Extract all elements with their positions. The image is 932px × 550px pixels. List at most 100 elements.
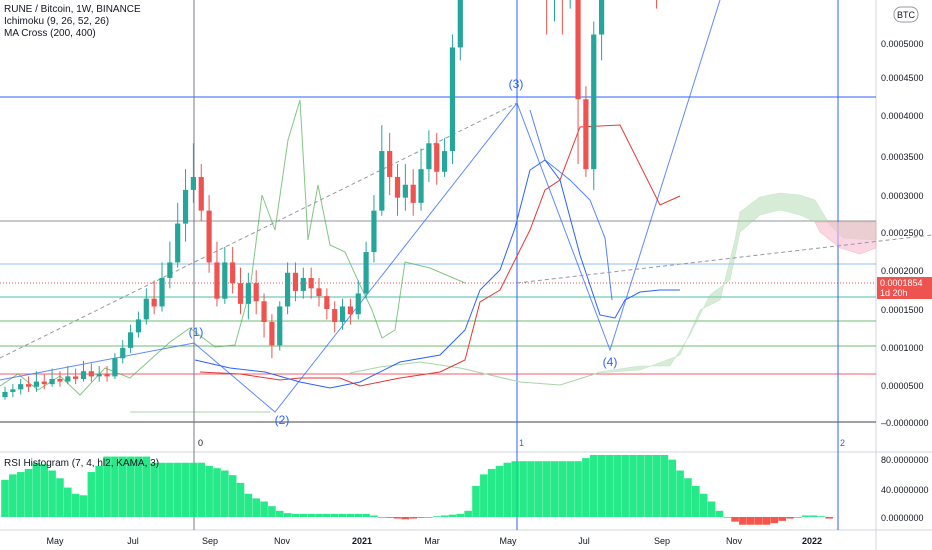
rsi-bar (425, 517, 433, 518)
candle-body (387, 151, 393, 177)
rsi-bar (291, 513, 300, 517)
rsi-bar (118, 456, 127, 517)
rsi-bar (385, 517, 394, 518)
price-tick-label: 0.0005000 (881, 39, 924, 49)
rsi-bar (542, 461, 551, 517)
rsi-bar (166, 462, 174, 517)
rsi-bar (715, 510, 724, 517)
rsi-bar (786, 517, 794, 519)
wave-label: (1) (189, 325, 204, 339)
rsi-bar (126, 456, 135, 517)
candle-body (96, 373, 102, 377)
ichimoku-conversion-line (529, 109, 613, 301)
candle-body (347, 306, 353, 315)
rsi-bar (440, 515, 449, 517)
ichimoku-label[interactable]: Ichimoku (9, 26, 52, 26) (4, 16, 110, 27)
rsi-bar (103, 456, 111, 517)
time-tick-label: 2022 (802, 536, 822, 546)
candle-body (128, 332, 134, 348)
rsi-bar (519, 461, 527, 517)
price-tick-label: 0.0000500 (881, 381, 924, 391)
rsi-bar (71, 493, 80, 517)
candle-body (426, 143, 432, 170)
candle-body (292, 272, 299, 291)
candlestick-series (2, 0, 658, 400)
ichimoku-span (349, 361, 599, 386)
candle-body (237, 283, 244, 304)
last-price-tag: 0.0001854 1d 20h (877, 277, 932, 299)
candle-body (88, 371, 94, 377)
candle-body (2, 391, 8, 398)
rsi-bar (723, 517, 731, 518)
rsi-bar (574, 461, 582, 517)
ma-cross-label[interactable]: MA Cross (200, 400) (4, 28, 96, 39)
rsi-bar (558, 461, 567, 517)
price-tick-label: 0.0004000 (881, 111, 924, 121)
time-tick-label: 2021 (352, 536, 372, 546)
rsi-bar (244, 493, 253, 517)
price-tick-label: 0.0003500 (881, 152, 924, 162)
rsi-bar (315, 513, 323, 517)
rsi-bar (731, 517, 739, 522)
rsi-tick-label: 0.0000000 (881, 513, 924, 523)
rsi-bar (56, 478, 64, 517)
ichimoku-cloud-bearish (814, 221, 877, 255)
candle-body (10, 389, 16, 392)
rsi-bar (370, 515, 378, 517)
candle-body (591, 34, 597, 170)
rsi-bar (307, 513, 315, 517)
rsi-bar (87, 472, 96, 517)
rsi-bar (495, 465, 504, 517)
rsi-bar (692, 486, 700, 517)
candle-body (25, 384, 32, 387)
rsi-bar (535, 461, 543, 517)
rsi-bar (503, 462, 512, 517)
rsi-tick-label: 40.0000000 (881, 485, 929, 495)
candle-body (449, 47, 456, 152)
rsi-bar (64, 487, 72, 517)
candle-body (41, 381, 47, 385)
time-tick-label: May (46, 536, 64, 546)
rsi-histogram (1, 455, 834, 525)
price-tick-label: 0.0001000 (881, 343, 924, 353)
rsi-bar (605, 455, 614, 517)
candle-body (261, 301, 267, 322)
cycle-label: 0 (198, 438, 203, 448)
candle-body (332, 309, 338, 322)
rsi-bar (778, 517, 786, 521)
rsi-bar (134, 456, 143, 517)
rsi-bar (794, 517, 802, 518)
time-tick-label: May (499, 536, 517, 546)
ichimoku-conversion-line (194, 159, 680, 389)
candle-body (222, 262, 228, 299)
rsi-bar (699, 493, 708, 517)
price-tick-label: 0.0001500 (881, 305, 924, 315)
rsi-bar (40, 464, 49, 517)
candle-body (143, 298, 149, 320)
rsi-tick-label: 80.0000000 (881, 455, 929, 465)
wave-label: (2) (275, 413, 290, 427)
chart-legend: RUNE / Bitcoin, 1W, BINANCE Ichimoku (9,… (4, 4, 141, 40)
rsi-bar (668, 459, 677, 517)
time-tick-label: Jul (578, 536, 590, 546)
rsi-bar (150, 462, 158, 517)
rsi-bar (1, 479, 9, 517)
candle-body (120, 347, 126, 359)
candle-body (175, 223, 181, 263)
rsi-bar (448, 514, 457, 517)
rsi-legend[interactable]: RSI Histogram (7, 4, hl2, KAMA, 3) (4, 458, 160, 469)
rsi-bar (566, 461, 574, 517)
rsi-bar (464, 510, 472, 517)
candle-body (151, 298, 157, 307)
candle-body (190, 176, 196, 190)
symbol-label[interactable]: RUNE / Bitcoin, 1W, BINANCE (4, 4, 141, 15)
candle-body (230, 262, 236, 284)
rsi-bar (480, 474, 488, 517)
rsi-bar (283, 513, 292, 517)
rsi-bar (378, 517, 386, 518)
rsi-bar (173, 462, 182, 517)
candle-body (285, 272, 291, 307)
candle-body (73, 376, 79, 379)
